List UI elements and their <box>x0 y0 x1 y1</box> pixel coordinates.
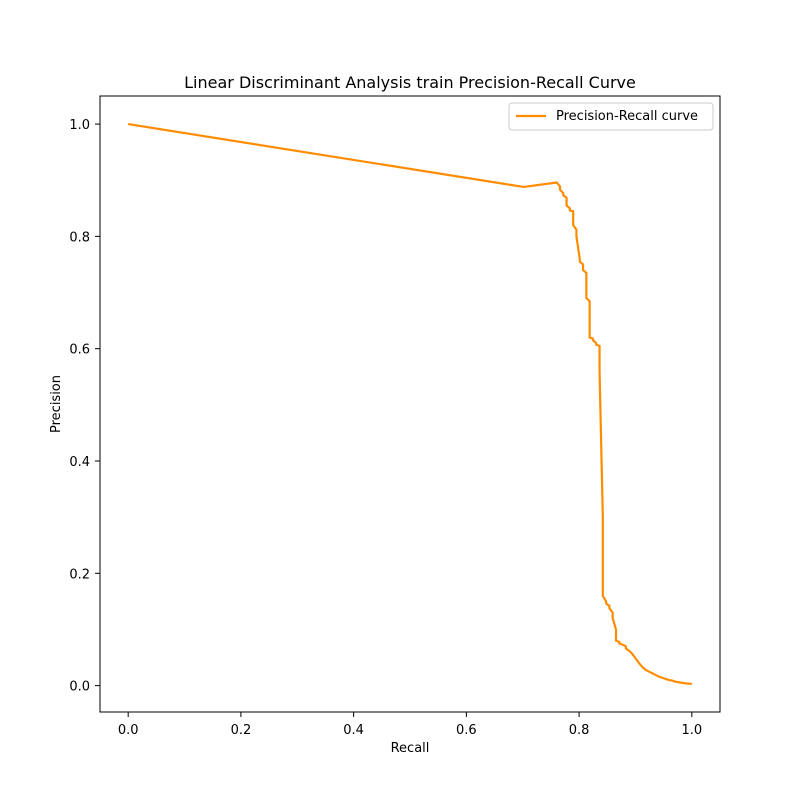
x-tick-label: 0.2 <box>231 723 252 738</box>
legend-label-precision-recall: Precision-Recall curve <box>556 109 698 124</box>
y-tick-label: 0.4 <box>69 455 90 470</box>
x-axis-label: Recall <box>391 741 430 756</box>
series-line-precision-recall <box>128 122 692 686</box>
x-axis-ticks: 0.0 0.2 0.4 0.6 0.8 1.0 <box>118 712 702 738</box>
chart-title: Linear Discriminant Analysis train Preci… <box>184 73 636 92</box>
x-tick-label: 0.4 <box>343 723 364 738</box>
y-tick-label: 1.0 <box>69 118 90 133</box>
legend-box <box>508 102 714 131</box>
y-axis-ticks: 0.0 0.2 0.4 0.6 0.8 1.0 <box>69 118 100 695</box>
y-tick-label: 0.6 <box>69 343 90 358</box>
x-tick-label: 1.0 <box>681 723 702 738</box>
legend: Precision-Recall curve <box>508 102 714 131</box>
y-tick-label: 0.2 <box>69 567 90 582</box>
x-tick-label: 0.0 <box>118 723 139 738</box>
plot-area <box>128 122 692 686</box>
y-axis-label: Precision <box>49 375 64 433</box>
y-tick-label: 0.0 <box>69 680 90 695</box>
y-tick-label: 0.8 <box>69 230 90 245</box>
plot-frame <box>99 95 721 713</box>
x-tick-label: 0.8 <box>569 723 590 738</box>
x-tick-label: 0.6 <box>456 723 477 738</box>
